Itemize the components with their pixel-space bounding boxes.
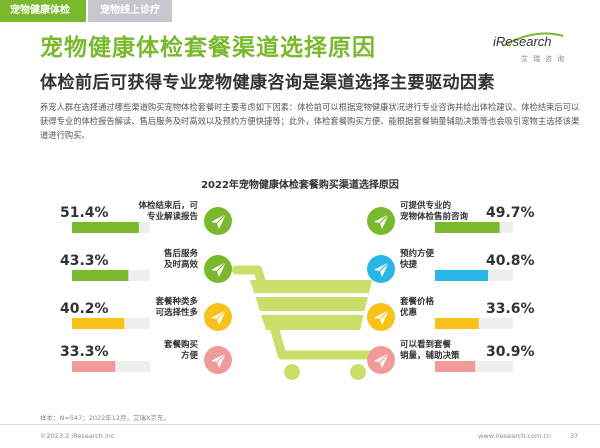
paper-plane-fold bbox=[216, 213, 227, 224]
value-label: 40.2% bbox=[60, 301, 109, 317]
category-label: 可以看到套餐 bbox=[400, 339, 452, 350]
logo-subtext: 艾瑞咨询 bbox=[521, 55, 569, 63]
value-label: 43.3% bbox=[60, 253, 109, 269]
category-label: 售后服务 bbox=[163, 248, 199, 259]
tab-pet-online-diagnosis[interactable]: 宠物线上诊疗 bbox=[88, 0, 172, 22]
cart-basket-icon bbox=[250, 280, 372, 330]
logo-text: iResearch bbox=[493, 34, 552, 49]
category-label: 优惠 bbox=[400, 307, 418, 318]
chart-title: 2022年宠物健康体检套餐购买渠道选择原因 bbox=[201, 180, 399, 191]
bar bbox=[72, 361, 116, 372]
paper-plane-fold bbox=[379, 261, 390, 272]
value-label: 49.7% bbox=[486, 205, 535, 221]
category-label: 套餐价格 bbox=[400, 296, 435, 307]
category-label: 方便 bbox=[181, 350, 199, 361]
cart-wheel-icon bbox=[350, 364, 366, 380]
bar bbox=[435, 318, 479, 329]
footer-copyright: ©2023.2 iResearch Inc. bbox=[40, 432, 117, 440]
iresearch-logo: iResearch 艾瑞咨询 bbox=[493, 32, 573, 70]
paper-plane-fold bbox=[216, 309, 227, 320]
footer-url: www.iresearch.com.cn bbox=[478, 432, 552, 440]
category-label: 宠物体检售前咨询 bbox=[400, 211, 469, 222]
tab-pet-health-checkup[interactable]: 宠物健康体检 bbox=[0, 0, 86, 22]
category-label: 套餐种类多 bbox=[155, 296, 198, 307]
page-title: 宠物健康体检套餐渠道选择原因 bbox=[40, 35, 376, 61]
bar bbox=[435, 361, 476, 372]
bar bbox=[435, 270, 489, 281]
value-label: 33.6% bbox=[486, 301, 535, 317]
value-label: 40.8% bbox=[486, 253, 535, 269]
category-label: 快捷 bbox=[400, 259, 418, 270]
category-label: 销量，辅助决策 bbox=[400, 350, 460, 361]
category-label: 套餐购买 bbox=[164, 339, 199, 350]
paper-plane-fold bbox=[379, 213, 390, 224]
category-label: 可提供专业的 bbox=[400, 200, 452, 211]
description-text: 养宠人群在选择通过哪些渠道购买宠物体检套餐时主要考虑如下因素：体检前可以根据宠物… bbox=[40, 102, 580, 140]
bar bbox=[72, 318, 125, 329]
value-label: 30.9% bbox=[486, 344, 535, 360]
bar bbox=[72, 270, 129, 281]
footer-divider bbox=[0, 424, 600, 425]
category-label: 可选择性多 bbox=[155, 307, 198, 318]
category-label: 体检结束后，可 bbox=[138, 200, 198, 211]
paper-plane-fold bbox=[379, 309, 390, 320]
footer-source: 样本：N=547；2022年12月，艾瑞X京东。 bbox=[40, 414, 170, 422]
category-label: 及时高效 bbox=[164, 259, 199, 270]
bar bbox=[435, 222, 500, 233]
tab-bar: 宠物健康体检 宠物线上诊疗 bbox=[0, 0, 174, 22]
category-label: 专业解读报告 bbox=[147, 211, 199, 222]
paper-plane-fold bbox=[216, 261, 227, 272]
page-number: 37 bbox=[570, 432, 579, 440]
value-label: 33.3% bbox=[60, 344, 109, 360]
bar bbox=[72, 222, 139, 233]
logo-swoosh-icon bbox=[502, 32, 564, 47]
cart-wheel-icon bbox=[284, 364, 300, 380]
paper-plane-fold bbox=[379, 352, 390, 363]
paper-plane-fold bbox=[216, 352, 227, 363]
category-label: 预约方便 bbox=[400, 248, 435, 259]
page-subtitle: 体检前后可获得专业宠物健康咨询是渠道选择主要驱动因素 bbox=[40, 73, 495, 93]
value-label: 51.4% bbox=[60, 205, 109, 221]
